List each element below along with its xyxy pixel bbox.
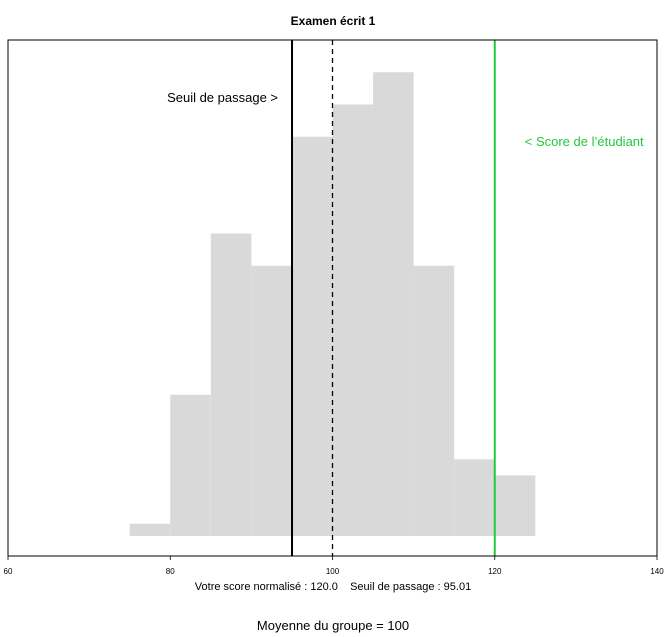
- histogram-bars: [129, 72, 536, 536]
- reference-line-label-2: < Score de l’étudiant: [525, 134, 644, 149]
- group-mean-note: Moyenne du groupe = 100: [257, 618, 409, 633]
- x-tick-label-0: 60: [4, 567, 13, 576]
- histogram-bar-6: [373, 72, 414, 536]
- histogram-bar-0: [129, 523, 171, 536]
- x-tick-label-2: 100: [326, 567, 340, 576]
- x-axis-ticks: 60 80 100 120 140: [4, 556, 664, 576]
- histogram-bar-3: [251, 265, 292, 536]
- histogram-bar-9: [494, 475, 536, 536]
- histogram-bar-4: [291, 136, 333, 536]
- annotations: Seuil de passage > < Score de l’étudiant: [167, 90, 644, 149]
- x-tick-label-3: 120: [488, 567, 502, 576]
- histogram-bar-7: [413, 265, 455, 536]
- x-tick-label-1: 80: [166, 567, 175, 576]
- reference-lines: [291, 40, 496, 556]
- histogram-bar-2: [210, 233, 252, 536]
- reference-line-label-0: Seuil de passage >: [167, 90, 278, 105]
- histogram-bar-1: [170, 394, 211, 536]
- histogram-bar-8: [454, 459, 495, 536]
- x-axis-label: Votre score normalisé : 120.0 Seuil de p…: [195, 581, 471, 593]
- x-tick-label-4: 140: [650, 567, 664, 576]
- histogram-bar-5: [332, 104, 374, 536]
- chart-title: Examen écrit 1: [291, 14, 376, 28]
